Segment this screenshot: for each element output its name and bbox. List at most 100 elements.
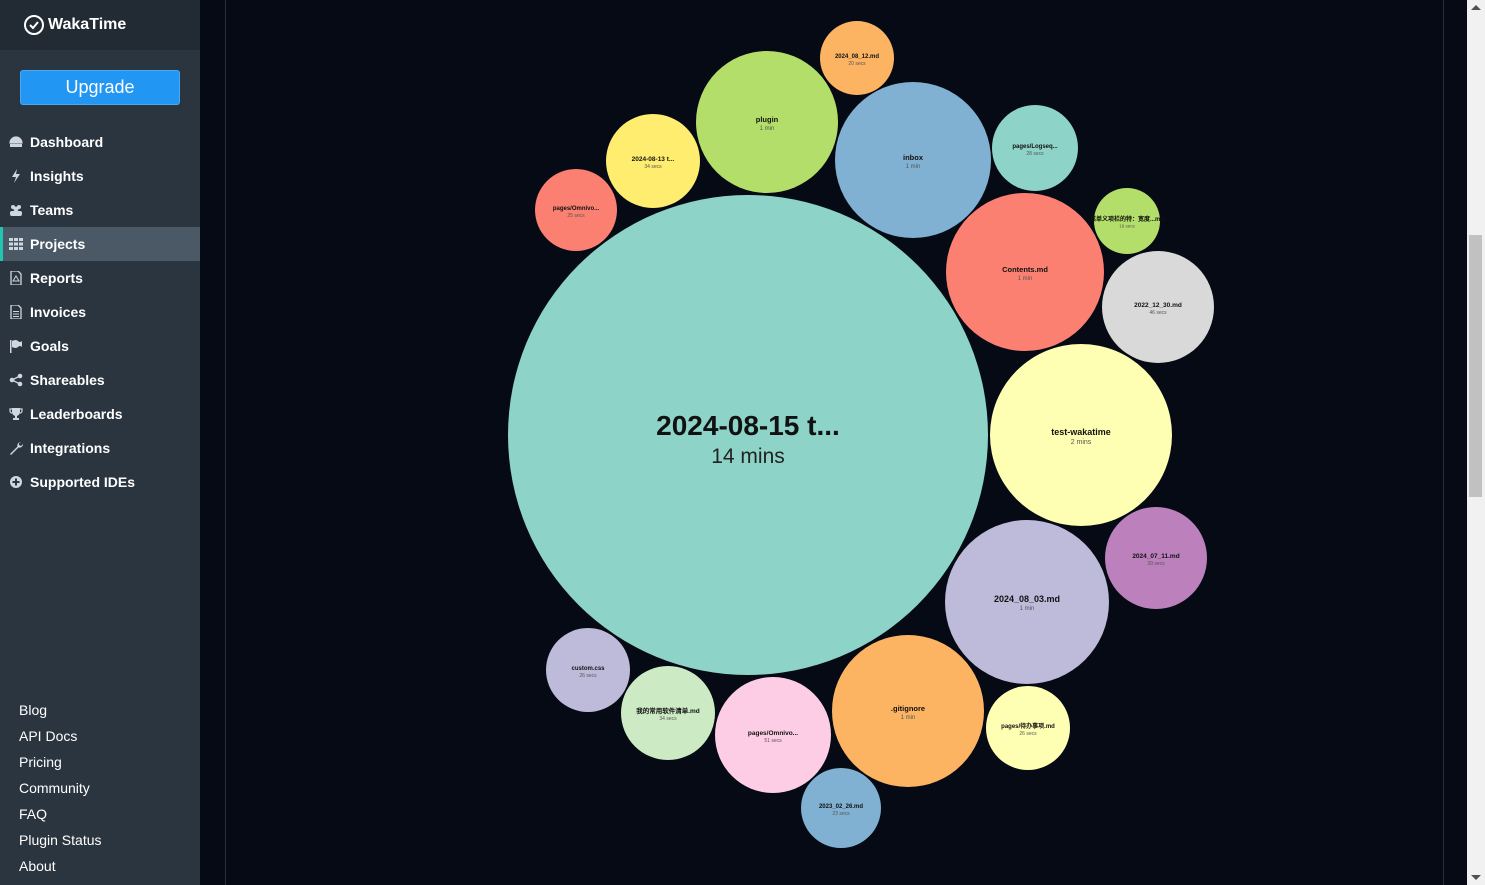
nav-item-reports[interactable]: Reports: [0, 261, 200, 295]
project-bubble[interactable]: inbox 1 min: [835, 82, 991, 238]
bubble-circle[interactable]: [835, 82, 991, 238]
nav-item-projects[interactable]: Projects: [0, 227, 200, 261]
bubble-time: 1 min: [1018, 276, 1033, 282]
bubble-circle[interactable]: [1094, 188, 1160, 254]
nav-item-shareables[interactable]: Shareables: [0, 363, 200, 397]
project-bubble[interactable]: 2024-08-13 t...34 secs: [606, 114, 700, 208]
bubble-time: 1 min: [901, 715, 916, 721]
share-icon: [9, 373, 23, 387]
bubble-label: pages/待办事项.md: [1001, 722, 1055, 730]
bubble-label: 2024-08-15 t...: [656, 410, 840, 441]
bubble-circle[interactable]: [990, 344, 1172, 526]
nav-item-label: Goals: [30, 338, 69, 354]
project-bubble[interactable]: pages/Logseq...28 secs: [992, 105, 1078, 191]
scroll-down-arrow-icon[interactable]: [1471, 875, 1481, 880]
scroll-thumb[interactable]: [1469, 235, 1482, 497]
bolt-icon: [9, 169, 23, 183]
footer-link-about[interactable]: About: [19, 858, 56, 874]
bubble-time: 1 min: [760, 126, 775, 132]
project-bubble[interactable]: pages/Omnivo...51 secs: [715, 677, 831, 793]
bubble-circle[interactable]: [986, 686, 1070, 770]
nav-item-goals[interactable]: Goals: [0, 329, 200, 363]
nav-item-leaderboards[interactable]: Leaderboards: [0, 397, 200, 431]
bubble-circle[interactable]: [715, 677, 831, 793]
project-bubble[interactable]: pages/Omnivo...25 secs: [535, 169, 617, 251]
nav-item-label: Supported IDEs: [30, 474, 136, 490]
bubble-time: 1 min: [906, 164, 921, 170]
bubble-label: pages/Omnivo...: [748, 730, 798, 737]
content-area: [225, 0, 1444, 885]
project-bubble[interactable]: Contents.md 1 min: [946, 193, 1104, 351]
bubble-circle[interactable]: [945, 520, 1109, 684]
bubble-label: test-wakatime: [1051, 427, 1111, 437]
footer-link-community[interactable]: Community: [19, 780, 90, 796]
nav-item-label: Reports: [30, 270, 83, 286]
bubble-circle[interactable]: [546, 628, 630, 712]
nav-item-invoices[interactable]: Invoices: [0, 295, 200, 329]
bubble-circle[interactable]: [946, 193, 1104, 351]
brand-name: WakaTime: [48, 16, 127, 33]
pdf-icon: [9, 271, 23, 285]
bubble-time: 25 secs: [567, 213, 585, 219]
footer-link-plugin-status[interactable]: Plugin Status: [19, 832, 102, 848]
nav-item-dashboard[interactable]: Dashboard: [0, 125, 200, 159]
nav-item-supported-ides[interactable]: Supported IDEs: [0, 465, 200, 499]
bubble-time: 51 secs: [764, 738, 782, 744]
footer-link-api-docs[interactable]: API Docs: [19, 728, 78, 744]
footer-link-faq[interactable]: FAQ: [19, 806, 48, 822]
nav-item-insights[interactable]: Insights: [0, 159, 200, 193]
project-bubble[interactable]: 2024-08-15 t... 14 mins: [508, 195, 988, 675]
project-bubble[interactable]: test-wakatime 2 mins: [990, 344, 1172, 526]
flag-icon: [9, 339, 23, 353]
project-bubble[interactable]: .gitignore 1 min: [832, 635, 984, 787]
bubble-circle[interactable]: [696, 51, 838, 193]
bubble-circle[interactable]: [820, 21, 894, 95]
footer-link-pricing[interactable]: Pricing: [19, 754, 62, 770]
invoice-icon: [9, 305, 23, 319]
bubble-circle[interactable]: [832, 635, 984, 787]
nav-item-label: Teams: [30, 202, 74, 218]
bubble-circle[interactable]: [508, 195, 988, 675]
scrollbar[interactable]: [1467, 0, 1485, 885]
grid-icon: [9, 237, 23, 251]
bubble-circle[interactable]: [1105, 507, 1207, 609]
scroll-up-arrow-icon[interactable]: [1471, 5, 1481, 10]
bubble-circle[interactable]: [801, 768, 881, 848]
bubble-label: pages/Logseq...: [1012, 144, 1058, 150]
brand-header[interactable]: WakaTime: [0, 0, 200, 50]
footer-link-blog[interactable]: Blog: [19, 702, 48, 718]
project-bubble[interactable]: plugin 1 min: [696, 51, 838, 193]
nav-item-teams[interactable]: Teams: [0, 193, 200, 227]
upgrade-button[interactable]: Upgrade: [20, 70, 180, 105]
main-nav: Dashboard Insights Teams Projects Reports Inv…: [0, 125, 200, 499]
users-icon: [9, 203, 23, 217]
bubble-circle[interactable]: [535, 169, 617, 251]
bubble-label: 2024_07_11.md: [1132, 553, 1179, 560]
nav-item-integrations[interactable]: Integrations: [0, 431, 200, 465]
bubble-circle[interactable]: [1102, 251, 1214, 363]
nav-item-label: Dashboard: [30, 134, 104, 150]
bubble-time: 26 secs: [1019, 731, 1037, 737]
bubble-label: 2022_12_30.md: [1134, 302, 1182, 309]
bubble-label: .gitignore: [891, 704, 925, 713]
bubble-time: 34 secs: [659, 716, 677, 722]
bubble-circle[interactable]: [992, 105, 1078, 191]
bubble-circle[interactable]: [606, 114, 700, 208]
project-bubble[interactable]: 2024_08_03.md 1 min: [945, 520, 1109, 684]
bubble-circle[interactable]: [621, 666, 715, 760]
bubble-time: 26 secs: [579, 673, 597, 679]
bubble-time: 23 secs: [832, 811, 850, 817]
trophy-icon: [9, 407, 23, 421]
bubble-label: custom.css: [571, 666, 605, 672]
bubble-label: 2024-08-13 t...: [632, 156, 675, 163]
bubble-label: 2024_08_03.md: [994, 594, 1060, 604]
